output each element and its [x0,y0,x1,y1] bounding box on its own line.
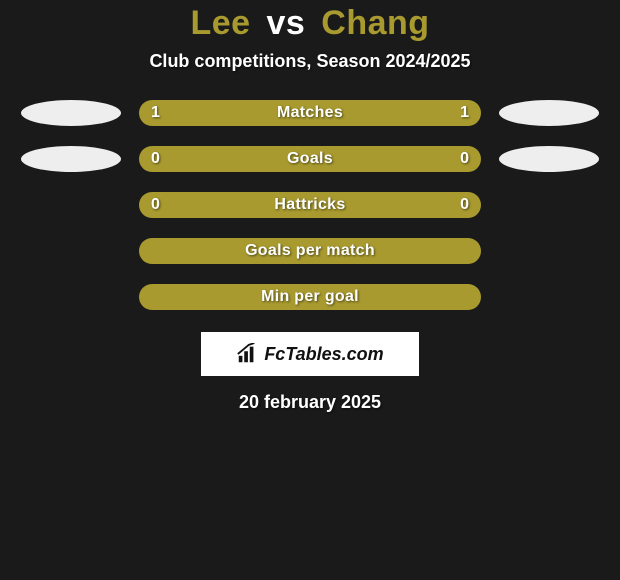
vs-text: vs [266,4,305,42]
stat-bar: 0 Hattricks 0 [139,192,481,218]
left-spacer [21,192,121,218]
stat-bar: Goals per match [139,238,481,264]
stat-label: Goals per match [245,242,375,260]
stat-left-value: 0 [151,192,160,218]
stat-label: Hattricks [274,196,345,214]
comparison-card: Lee vs Chang Club competitions, Season 2… [0,0,620,580]
stat-row: 0 Hattricks 0 [0,192,620,218]
stat-rows: 1 Matches 1 0 Goals 0 0 Hattricks 0 [0,100,620,310]
stat-label: Matches [277,104,343,122]
stat-right-value: 1 [460,100,469,126]
left-spacer [21,238,121,264]
right-pill [499,146,599,172]
stat-right-value: 0 [460,192,469,218]
stat-left-value: 1 [151,100,160,126]
right-spacer [499,192,599,218]
stat-row: Min per goal [0,284,620,310]
stat-left-value: 0 [151,146,160,172]
stat-label: Min per goal [261,288,359,306]
player2-name: Chang [321,4,429,42]
right-pill [499,100,599,126]
right-spacer [499,284,599,310]
stat-bar: Min per goal [139,284,481,310]
brand-text: FcTables.com [264,344,383,365]
stat-bar: 1 Matches 1 [139,100,481,126]
stat-right-value: 0 [460,146,469,172]
left-pill [21,100,121,126]
right-spacer [499,238,599,264]
left-spacer [21,284,121,310]
title: Lee vs Chang [0,4,620,43]
brand-box: FcTables.com [201,332,419,376]
stat-row: 0 Goals 0 [0,146,620,172]
stat-label: Goals [287,150,333,168]
stat-row: Goals per match [0,238,620,264]
stat-row: 1 Matches 1 [0,100,620,126]
date-text: 20 february 2025 [0,392,620,413]
stat-bar: 0 Goals 0 [139,146,481,172]
chart-icon [236,343,258,365]
left-pill [21,146,121,172]
player1-name: Lee [190,4,250,42]
subtitle: Club competitions, Season 2024/2025 [0,51,620,72]
